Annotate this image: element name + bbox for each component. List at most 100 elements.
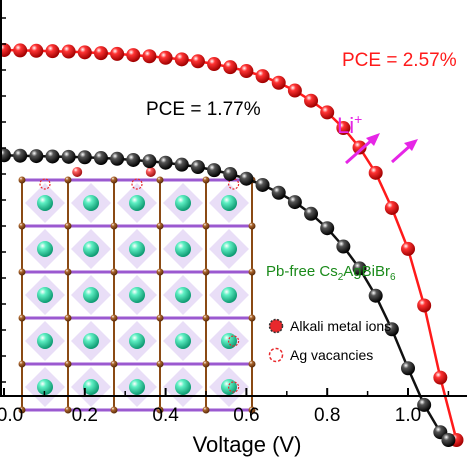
series-1-point: [142, 154, 157, 169]
bi-atom: [37, 287, 53, 303]
series-0-point: [158, 50, 173, 65]
br-atom: [18, 314, 26, 322]
series-0-point: [45, 44, 60, 59]
material-sub1: 2: [338, 272, 344, 283]
alkali-ion: [72, 167, 83, 177]
vacancy-marker: [268, 347, 284, 363]
series-0-point: [29, 43, 44, 58]
series-1-point: [61, 149, 76, 164]
series-1-point: [239, 171, 254, 186]
bi-atom: [129, 379, 145, 395]
series-1-point: [352, 261, 367, 276]
material-prefix: Pb-free Cs: [266, 263, 338, 280]
series-1-point: [190, 160, 205, 174]
ag-vacancy: [228, 335, 240, 347]
pce-red-label: PCE = 2.57%: [342, 50, 457, 71]
br-atom: [64, 222, 72, 230]
br-atom: [248, 314, 256, 322]
x-tick-label: 0.2: [72, 405, 98, 426]
bi-atom: [175, 287, 191, 303]
br-atom: [156, 176, 164, 184]
series-1-point: [304, 206, 319, 221]
crystal-structure-inset: [18, 167, 256, 414]
series-0-point: [190, 54, 205, 69]
series-1-point: [368, 288, 383, 303]
br-atom: [64, 268, 72, 276]
br-atom: [202, 268, 210, 276]
li-arrows: [345, 133, 418, 165]
alkali-ion: [145, 167, 156, 177]
series-1-point: [77, 150, 92, 165]
series-1-point: [45, 149, 60, 164]
bi-atom: [37, 333, 53, 349]
series-0-point: [401, 241, 415, 256]
li-arrow-1-head: [366, 133, 380, 146]
bi-atom: [221, 287, 237, 303]
series-0-point: [239, 64, 254, 79]
series-0-point: [320, 105, 335, 120]
br-atom: [110, 176, 118, 184]
li-arrow-2-head: [404, 139, 418, 151]
br-atom: [248, 360, 256, 368]
bi-atom: [37, 241, 53, 257]
bi-atom: [221, 195, 237, 211]
bi-atom: [175, 195, 191, 211]
series-1-point: [126, 152, 141, 167]
li-arrow-1: [345, 137, 374, 165]
x-tick-label: 0.8: [314, 405, 340, 426]
br-atom: [156, 406, 164, 414]
series-1-point: [417, 397, 432, 412]
material-label: Pb-free Cs2AgBiBr6: [266, 263, 396, 283]
series-0-point: [13, 43, 28, 58]
series-0-point: [110, 46, 125, 61]
br-atom: [18, 222, 26, 230]
bi-atom: [83, 379, 99, 395]
br-atom: [156, 360, 164, 368]
series-0-point: [77, 45, 92, 60]
legend-vacancy: Ag vacancies: [268, 347, 373, 363]
br-atom: [156, 314, 164, 322]
material-mid: AgBiBr: [343, 263, 390, 280]
br-atom: [248, 268, 256, 276]
br-atom: [110, 360, 118, 368]
bi-atom: [83, 287, 99, 303]
series-0-point: [126, 48, 141, 63]
br-atom: [202, 406, 210, 414]
series-1-point: [110, 151, 125, 166]
x-axis-label: Voltage (V): [193, 432, 302, 457]
bi-atom: [37, 195, 53, 211]
series-1-point: [384, 322, 399, 337]
br-atom: [110, 406, 118, 414]
series-layer: [0, 43, 464, 447]
series-0-point: [433, 370, 448, 385]
br-atom: [64, 360, 72, 368]
bi-atom: [129, 241, 145, 257]
br-atom: [202, 176, 210, 184]
series-1-point: [223, 167, 238, 182]
series-1-point: [29, 149, 44, 164]
series-0-point: [271, 75, 286, 90]
x-tick-label: 0.0: [0, 405, 23, 426]
series-0-point: [255, 69, 270, 84]
bi-atom: [129, 195, 145, 211]
series-1-point: [93, 151, 108, 166]
li-superscript: +: [354, 111, 362, 127]
series-1-point: [336, 239, 351, 254]
br-atom: [202, 222, 210, 230]
series-0-point: [142, 49, 157, 64]
series-1-point: [13, 148, 28, 163]
series-0-point: [287, 83, 302, 98]
ag-vacancy: [39, 178, 51, 190]
series-1-point: [401, 361, 415, 376]
x-axis-ticks: 0.0 0.2 0.4 0.6 0.8 1.0: [0, 388, 450, 426]
br-atom: [156, 222, 164, 230]
bi-atom: [221, 241, 237, 257]
series-1-point: [287, 195, 302, 210]
br-atom: [110, 222, 118, 230]
bi-atom: [83, 195, 99, 211]
bi-atom: [37, 379, 53, 395]
br-atom: [202, 360, 210, 368]
series-1-point: [271, 185, 286, 200]
legend-alkali: Alkali metal ions: [268, 318, 391, 334]
